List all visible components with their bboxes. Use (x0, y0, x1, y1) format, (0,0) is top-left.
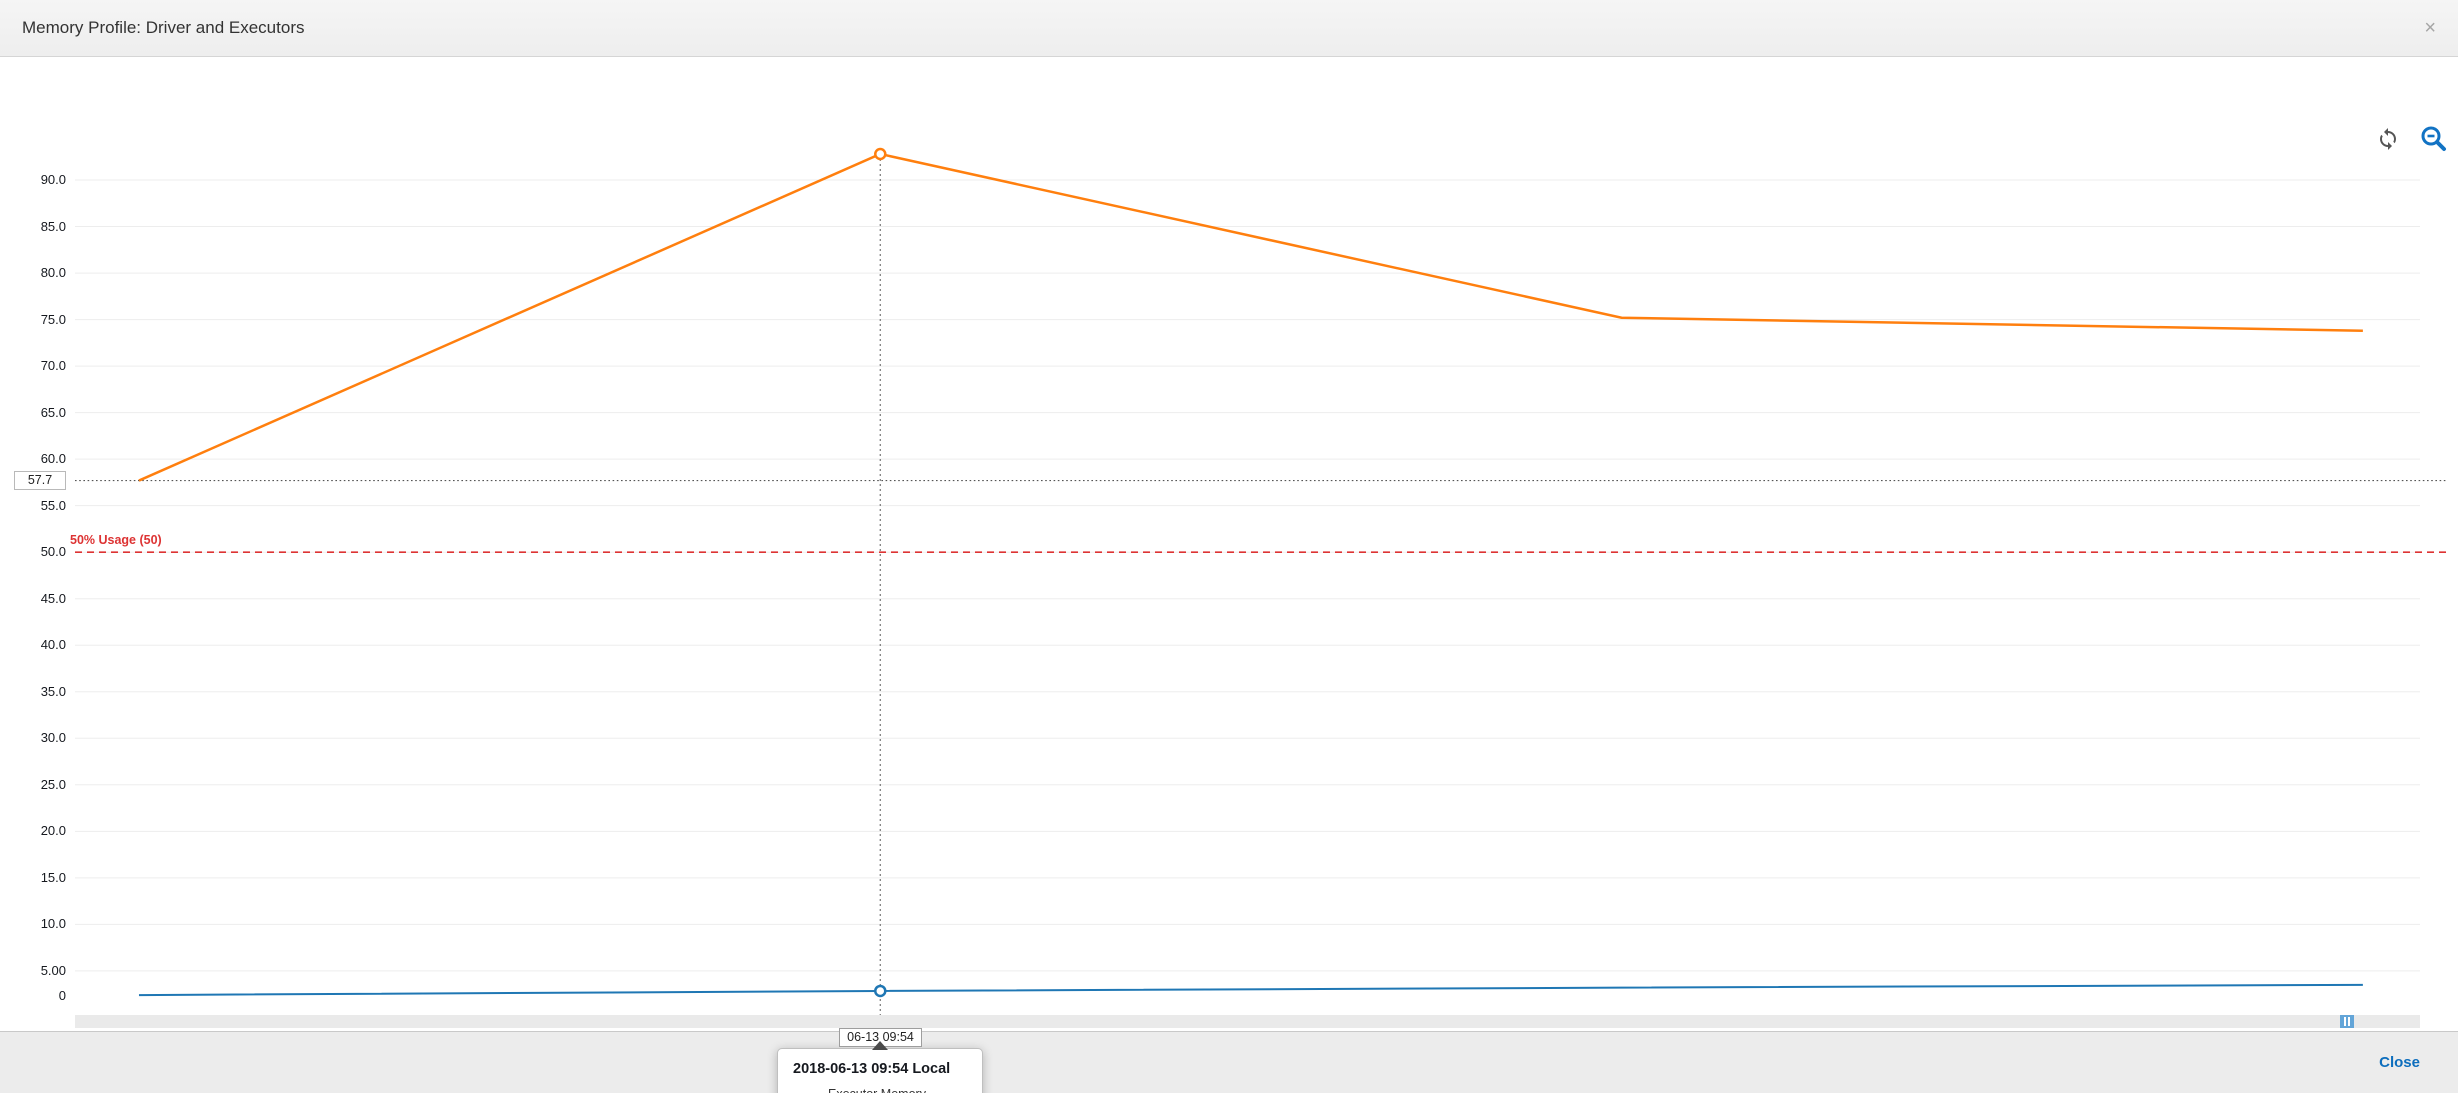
close-icon[interactable]: × (2424, 17, 2436, 39)
x-range-scrollbar[interactable] (75, 1015, 2420, 1028)
chart-tooltip: 2018-06-13 09:54 Local 1.Executor Memory… (777, 1048, 983, 1093)
series-line-executor (138, 152, 2363, 482)
y-axis-tick-label: 5.00 (40, 962, 66, 978)
modal-header: Memory Profile: Driver and Executors × (0, 0, 2458, 57)
tooltip-row: 1.Executor Memory Usage92.8 (793, 1087, 972, 1093)
refresh-icon (2380, 128, 2396, 150)
series-line-driver (138, 983, 2363, 997)
tooltip-rows: 1.Executor Memory Usage92.82.Driver Memo… (793, 1087, 972, 1093)
reference-line-label: 50% Usage (50) (70, 533, 162, 548)
hover-marker (874, 147, 887, 161)
y-axis-tick-label: 30.0 (40, 730, 66, 746)
tooltip-title: 2018-06-13 09:54 Local (793, 1061, 951, 1077)
handle-slit (2344, 1017, 2346, 1026)
memory-usage-chart (75, 147, 2446, 1018)
chart-labels-layer: 06-13 09:54 Driver Memory UsageExecutor … (0, 57, 2458, 1093)
y-axis-tick-label: 70.0 (40, 358, 66, 374)
y-axis-tick-label: 50.0 (40, 544, 66, 560)
handle-slit (2348, 1017, 2350, 1026)
y-axis-tick-label: 20.0 (40, 823, 66, 839)
y-axis-tick-label: 60.0 (40, 451, 66, 467)
y-axis-tick-label: 85.0 (40, 218, 66, 234)
y-axis-tick-label: 10.0 (40, 916, 66, 932)
zoom-out-icon (2421, 126, 2446, 151)
y-axis-tick-label: 90.0 (40, 172, 66, 188)
y-axis-tick-label: 35.0 (40, 683, 66, 699)
refresh-button[interactable] (2376, 127, 2400, 151)
y-axis-tick-label: 75.0 (40, 311, 66, 327)
reference-value-box: 57.7 (14, 470, 66, 490)
scrollbar-handle[interactable] (2340, 1015, 2354, 1028)
hover-marker (874, 984, 887, 998)
y-axis-tick-label: 25.0 (40, 776, 66, 792)
y-axis-tick-label: 0 (58, 988, 66, 1003)
close-button[interactable]: Close (2379, 1054, 2420, 1071)
y-axis-tick-label: 45.0 (40, 590, 66, 606)
zoom-out-button[interactable] (2420, 125, 2447, 152)
y-axis-tick-label: 80.0 (40, 265, 66, 281)
y-axis-tick-label: 55.0 (40, 497, 66, 513)
tooltip-series-name: Executor Memory Usage (828, 1087, 947, 1093)
y-axis-tick-label: 15.0 (40, 869, 66, 885)
y-axis-tick-label: 40.0 (40, 637, 66, 653)
page-title: Memory Profile: Driver and Executors (22, 18, 305, 37)
y-axis-tick-label: 65.0 (40, 404, 66, 420)
modal-footer: Close (0, 1031, 2458, 1093)
chart-panel[interactable]: 06-13 09:54 Driver Memory UsageExecutor … (0, 57, 2458, 1093)
